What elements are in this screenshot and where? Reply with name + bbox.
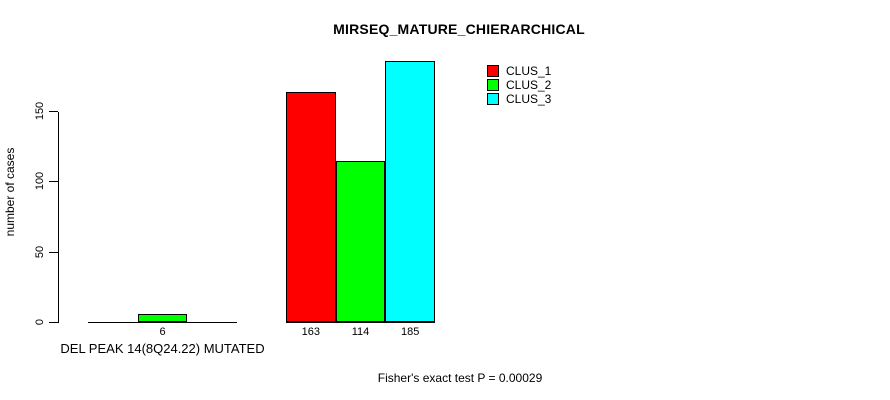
bar-clus_1-group2 bbox=[286, 92, 336, 322]
y-tick-0 bbox=[49, 322, 58, 323]
y-tick-label-150: 150 bbox=[34, 101, 46, 121]
x-baseline-group1 bbox=[88, 322, 237, 323]
bar-value-label-clus_1-group2: 163 bbox=[301, 326, 321, 338]
bar-value-label-clus_3-group2: 185 bbox=[400, 326, 420, 338]
legend-swatch-clus_2 bbox=[487, 79, 499, 91]
legend-label-clus_3: CLUS_3 bbox=[506, 92, 552, 106]
y-tick-label-50: 50 bbox=[34, 245, 46, 259]
legend-item-clus_1: CLUS_1 bbox=[487, 65, 551, 77]
y-tick-label-0: 0 bbox=[34, 318, 46, 326]
y-tick-100 bbox=[49, 181, 58, 182]
y-tick-150 bbox=[49, 111, 58, 112]
y-tick-50 bbox=[49, 252, 58, 253]
x-axis-group-label: DEL PEAK 14(8Q24.22) MUTATED bbox=[60, 341, 265, 356]
fisher-test-annotation: Fisher's exact test P = 0.00029 bbox=[377, 371, 543, 385]
y-tick-label-100: 100 bbox=[34, 171, 46, 191]
legend-swatch-clus_1 bbox=[487, 65, 499, 77]
legend-label-clus_1: CLUS_1 bbox=[506, 64, 552, 78]
chart-title: MIRSEQ_MATURE_CHIERARCHICAL bbox=[333, 21, 585, 37]
bar-value-label-clus_2-group2: 114 bbox=[351, 326, 370, 338]
y-axis-label: number of cases bbox=[3, 147, 17, 237]
legend: CLUS_1 CLUS_2 CLUS_3 bbox=[487, 65, 551, 107]
x-baseline-group2 bbox=[286, 322, 435, 323]
legend-item-clus_3: CLUS_3 bbox=[487, 93, 551, 105]
bar-clus_2-group1 bbox=[137, 314, 188, 322]
bar-clus_2-group2 bbox=[335, 161, 386, 322]
y-axis-line bbox=[58, 112, 59, 323]
legend-label-clus_2: CLUS_2 bbox=[506, 78, 552, 92]
legend-item-clus_2: CLUS_2 bbox=[487, 79, 551, 91]
bar-clus_3-group2 bbox=[385, 61, 435, 322]
bar-value-label-clus_2-group1: 6 bbox=[159, 326, 166, 338]
legend-swatch-clus_3 bbox=[487, 93, 499, 105]
